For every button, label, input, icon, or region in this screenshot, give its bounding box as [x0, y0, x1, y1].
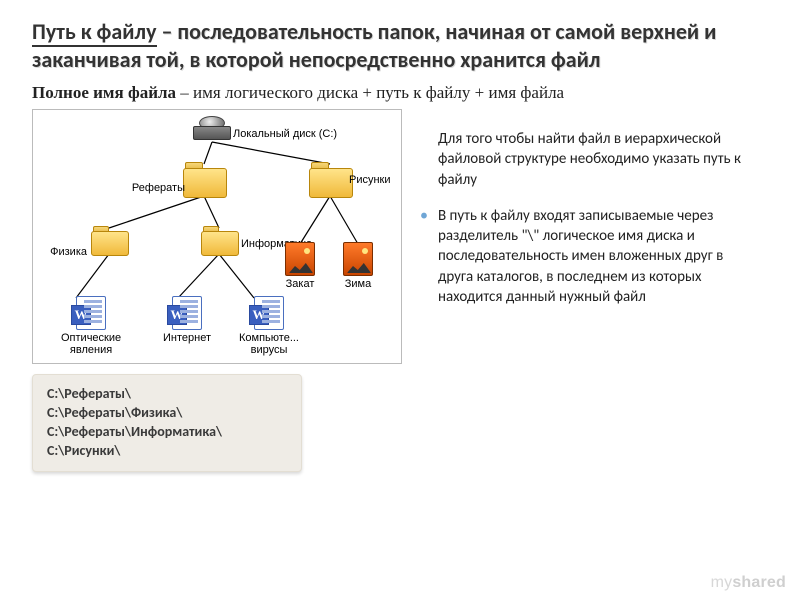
tree-node-label: Локальный диск (C:) — [233, 128, 337, 140]
tree-node-label: Рефераты — [132, 182, 185, 194]
folder-icon — [201, 226, 237, 254]
path-line: C:\Рефераты\Информатика\ — [47, 423, 287, 442]
tree-node: Информатика — [201, 226, 237, 254]
watermark: myshared — [711, 574, 786, 592]
path-line: C:\Рефераты\ — [47, 385, 287, 404]
subtitle-lead: Полное имя файла — [32, 83, 176, 102]
bullet-text: Для того чтобы найти файл в иерархическо… — [438, 129, 760, 190]
watermark-part-b: shared — [732, 574, 786, 591]
path-line: C:\Рефераты\Физика\ — [47, 404, 287, 423]
path-line: C:\Рисунки\ — [47, 442, 287, 461]
tree-node-label: Рисунки — [349, 174, 391, 186]
tree-node: Интернет — [163, 296, 211, 344]
tree-node: Компьюте... вирусы — [239, 296, 299, 356]
tree-node-label: Оптические явления — [61, 332, 121, 356]
tree-node-label: Физика — [50, 246, 87, 258]
path-examples-box: C:\Рефераты\C:\Рефераты\Физика\C:\Рефера… — [32, 374, 302, 472]
document-icon — [76, 296, 106, 330]
tree-node: Зима — [343, 242, 373, 290]
tree-node-label: Интернет — [163, 332, 211, 344]
disk-icon — [193, 116, 231, 142]
tree-node: Закат — [285, 242, 315, 290]
slide-subtitle: Полное имя файла – имя логического диска… — [32, 83, 768, 103]
folder-icon — [91, 226, 127, 254]
slide: Путь к файлу – последовательность папок,… — [0, 0, 800, 600]
bullet-marker-icon: • — [420, 206, 428, 307]
tree-node: Рефераты — [183, 162, 225, 196]
tree-node-label: Зима — [345, 278, 371, 290]
tree-node: Рисунки — [309, 162, 351, 196]
subtitle-rest: – имя логического диска + путь к файлу +… — [176, 83, 564, 102]
left-column: Локальный диск (C:) Рефераты Рисунки Физика… — [32, 109, 402, 472]
tree-node: Локальный диск (C:) — [193, 116, 231, 142]
document-icon — [254, 296, 284, 330]
document-icon — [172, 296, 202, 330]
folder-icon — [309, 162, 351, 196]
picture-icon — [343, 242, 373, 276]
file-tree-diagram: Локальный диск (C:) Рефераты Рисунки Физика… — [32, 109, 402, 364]
tree-node: Оптические явления — [61, 296, 121, 356]
bullet-text: В путь к файлу входят записываемые через… — [438, 206, 760, 307]
slide-title: Путь к файлу – последовательность папок,… — [32, 18, 768, 73]
content-row: Локальный диск (C:) Рефераты Рисунки Физика… — [32, 109, 768, 472]
tree-node-label: Закат — [286, 278, 315, 290]
tree-node-label: Компьюте... вирусы — [239, 332, 299, 356]
tree-node: Физика — [91, 226, 127, 254]
bullet-item: • Для того чтобы найти файл в иерархичес… — [420, 129, 760, 190]
picture-icon — [285, 242, 315, 276]
bullet-item: • В путь к файлу входят записываемые чер… — [420, 206, 760, 307]
folder-icon — [183, 162, 225, 196]
title-lead: Путь к файлу — [32, 18, 157, 47]
right-column: • Для того чтобы найти файл в иерархичес… — [420, 109, 760, 472]
watermark-part-a: my — [711, 574, 733, 591]
